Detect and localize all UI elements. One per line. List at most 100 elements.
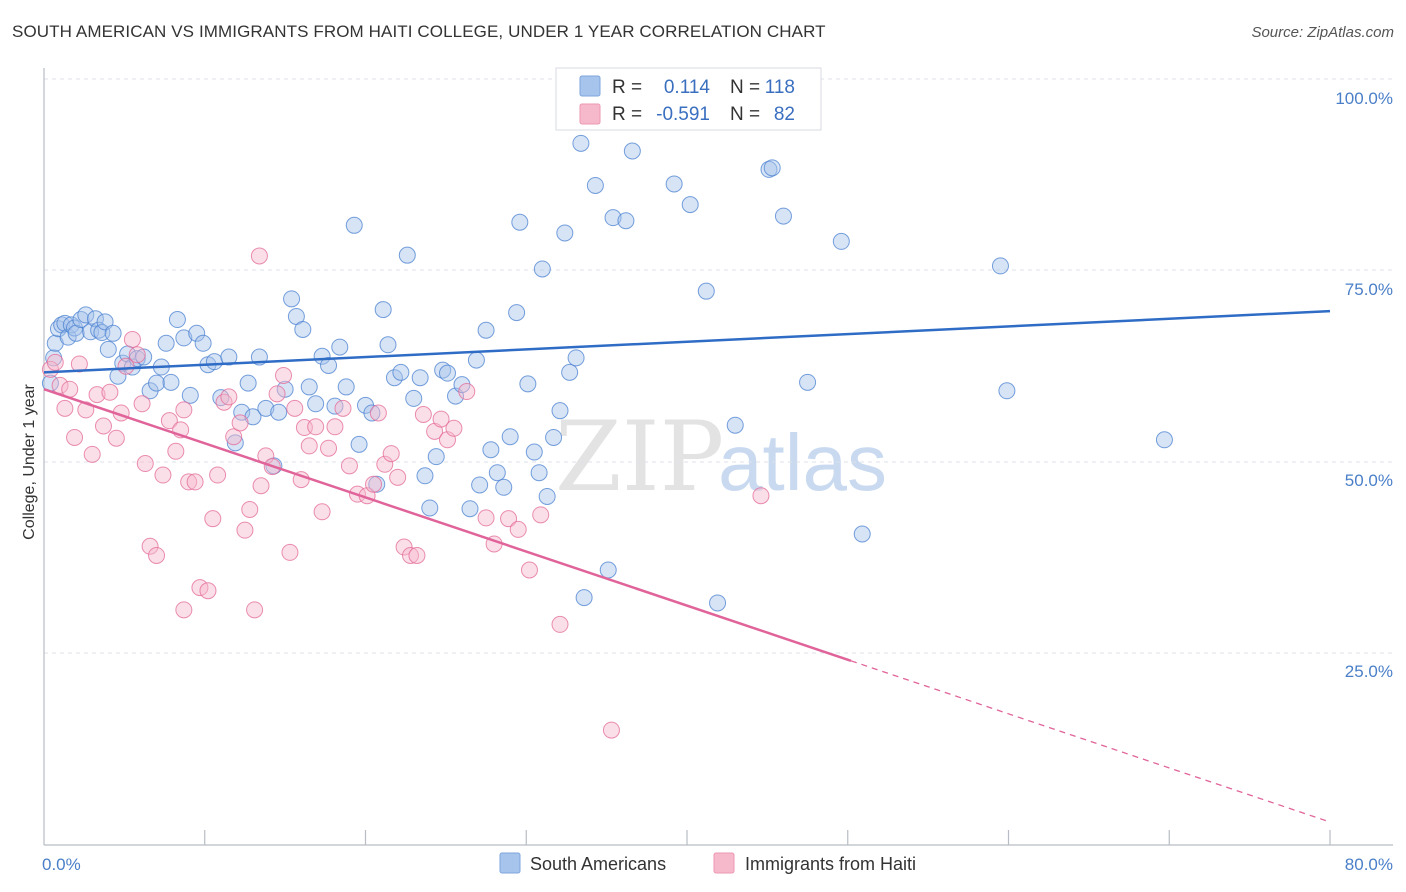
point-haiti xyxy=(286,399,304,417)
legend: R = 0.114 N = 118 R = -0.591 N = 82 xyxy=(555,67,822,131)
point-south-american xyxy=(511,213,529,231)
point-haiti xyxy=(180,473,198,491)
watermark-atlas: atlas xyxy=(718,418,887,507)
point-south-american xyxy=(62,316,80,334)
point-south-american xyxy=(72,311,90,329)
point-south-american xyxy=(239,374,257,392)
legend-r-value-2: -0.591 xyxy=(656,104,710,125)
point-haiti xyxy=(186,473,204,491)
point-haiti xyxy=(133,395,151,413)
point-haiti xyxy=(46,353,64,371)
point-haiti xyxy=(414,406,432,424)
point-south-american xyxy=(421,499,439,517)
point-south-american xyxy=(331,338,349,356)
point-south-american xyxy=(416,467,434,485)
point-south-american xyxy=(162,373,180,391)
point-south-american xyxy=(411,369,429,387)
point-haiti xyxy=(204,510,222,528)
point-haiti xyxy=(752,487,770,505)
point-south-american xyxy=(276,380,294,398)
legend-r-value-1: 0.114 xyxy=(664,77,711,98)
point-south-american xyxy=(533,260,551,278)
point-haiti xyxy=(500,510,518,528)
point-south-american xyxy=(681,196,699,214)
point-haiti xyxy=(365,475,383,493)
point-haiti xyxy=(376,455,394,473)
point-south-american xyxy=(438,364,456,382)
point-south-american xyxy=(726,416,744,434)
point-south-american xyxy=(157,334,175,352)
point-south-american xyxy=(617,212,635,230)
point-south-american xyxy=(1155,431,1173,449)
point-south-american xyxy=(488,464,506,482)
point-south-american xyxy=(572,134,590,152)
point-south-american xyxy=(294,320,312,338)
point-haiti xyxy=(101,383,119,401)
point-haiti xyxy=(167,442,185,460)
legend-swatch-south-american xyxy=(579,75,601,97)
point-south-american xyxy=(567,349,585,367)
point-haiti xyxy=(88,386,106,404)
trend-lines xyxy=(43,309,1331,823)
point-south-american xyxy=(434,361,452,379)
point-south-american xyxy=(763,159,781,177)
legend-r-label-2: R = xyxy=(612,104,642,125)
data-points xyxy=(41,70,1173,739)
point-haiti xyxy=(532,506,550,524)
point-south-american xyxy=(99,340,117,358)
point-south-american xyxy=(586,176,604,194)
y-tick-label-50: 50.0% xyxy=(1345,471,1393,490)
point-south-american xyxy=(556,224,574,242)
point-south-american xyxy=(90,321,108,339)
point-haiti xyxy=(209,466,227,484)
point-haiti xyxy=(236,521,254,539)
point-south-american xyxy=(709,594,727,612)
point-haiti xyxy=(551,615,569,633)
point-haiti xyxy=(107,429,125,447)
point-south-american xyxy=(374,301,392,319)
point-south-american xyxy=(832,232,850,250)
point-south-american xyxy=(283,290,301,308)
point-haiti xyxy=(326,418,344,436)
point-south-american xyxy=(181,386,199,404)
point-south-american xyxy=(427,448,445,466)
bottom-legend-label-south-american: South Americans xyxy=(530,854,666,874)
point-haiti xyxy=(128,346,146,364)
point-south-american xyxy=(56,314,74,332)
point-south-american xyxy=(599,561,617,579)
point-south-american xyxy=(96,313,114,331)
point-south-american xyxy=(226,434,244,452)
point-south-american xyxy=(471,476,489,494)
point-south-american xyxy=(525,443,543,461)
point-south-american xyxy=(148,374,166,392)
point-haiti xyxy=(389,468,407,486)
point-haiti xyxy=(252,477,270,495)
point-haiti xyxy=(307,418,325,436)
point-south-american xyxy=(519,375,537,393)
point-haiti xyxy=(395,538,413,556)
point-haiti xyxy=(123,330,141,348)
point-haiti xyxy=(141,537,159,555)
point-south-american xyxy=(495,478,513,496)
point-south-american xyxy=(853,525,871,543)
point-south-american xyxy=(220,348,238,366)
point-haiti xyxy=(281,543,299,561)
point-haiti xyxy=(136,455,154,473)
point-south-american xyxy=(270,403,288,421)
point-haiti xyxy=(408,546,426,564)
point-south-american xyxy=(538,487,556,505)
legend-n-value-2: 82 xyxy=(774,104,795,125)
x-tick-label-80: 80.0% xyxy=(1345,855,1393,874)
y-axis-title: College, Under 1 year xyxy=(21,384,38,540)
point-south-american xyxy=(188,324,206,342)
point-south-american xyxy=(337,378,355,396)
point-south-american xyxy=(530,464,548,482)
point-haiti xyxy=(83,445,101,463)
point-haiti xyxy=(175,601,193,619)
point-south-american xyxy=(379,336,397,354)
x-tick-label-0: 0.0% xyxy=(42,855,81,874)
point-south-american xyxy=(604,209,622,227)
x-tick-marks xyxy=(204,830,1331,845)
point-south-american xyxy=(545,428,563,446)
